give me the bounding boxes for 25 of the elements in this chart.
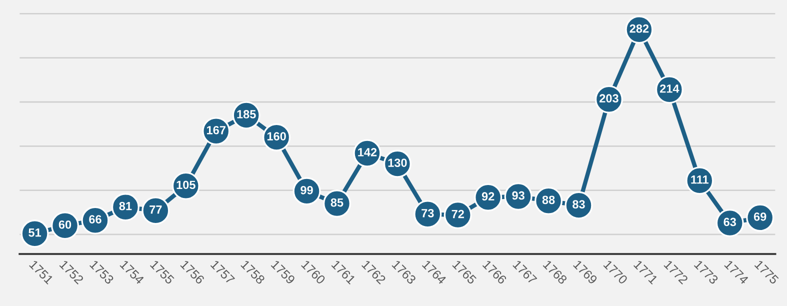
data-label: 83	[572, 200, 585, 209]
data-label: 77	[150, 206, 162, 214]
data-label: 66	[89, 215, 102, 224]
data-label: 142	[358, 148, 377, 156]
data-label: 105	[176, 180, 196, 190]
data-label: 111	[691, 176, 709, 184]
data-label: 69	[754, 212, 766, 221]
data-label: 92	[482, 192, 494, 201]
data-label: 81	[119, 202, 132, 210]
data-label: 93	[512, 191, 524, 200]
data-label: 185	[237, 110, 256, 118]
data-label: 214	[660, 84, 680, 93]
data-label: 85	[330, 198, 344, 207]
data-label: 203	[600, 94, 618, 103]
data-label: 167	[207, 126, 226, 134]
data-label: 73	[422, 208, 434, 218]
data-label: 88	[542, 196, 555, 204]
data-label: 160	[267, 132, 286, 140]
data-label: 51	[28, 228, 42, 237]
data-label: 130	[388, 158, 407, 167]
data-label: 72	[452, 210, 464, 218]
data-label: 99	[300, 186, 313, 194]
data-label: 282	[630, 24, 649, 33]
data-label: 60	[58, 220, 72, 229]
data-label: 63	[724, 218, 736, 226]
